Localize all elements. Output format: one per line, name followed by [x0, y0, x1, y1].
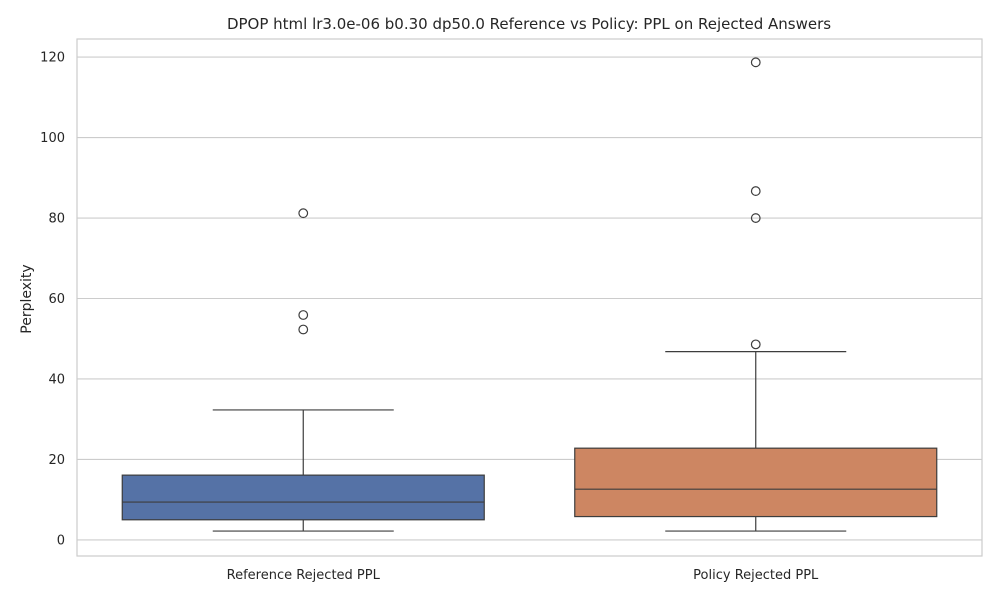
- iqr-box: [121, 474, 485, 521]
- grid-lines: [77, 56, 982, 541]
- outlier-point: [750, 186, 761, 196]
- tick-labels: 0 20 40 60 80 100 120 Reference Rejected PPL Pol…: [40, 51, 819, 583]
- x-tick-label: Reference Rejected PPL: [227, 568, 381, 583]
- plot-area-frame: [76, 38, 983, 557]
- x-tick-label: Policy Rejected PPL: [693, 568, 819, 583]
- iqr-box: [574, 447, 938, 518]
- y-tick-label: 100: [40, 131, 65, 146]
- chart-title: DPOP html lr3.0e-06 b0.30 dp50.0 Referen…: [227, 15, 831, 33]
- y-tick-label: 80: [48, 212, 65, 227]
- outlier-point: [750, 213, 761, 223]
- y-tick-label: 120: [40, 51, 65, 66]
- outlier-point: [750, 57, 761, 68]
- y-tick-label: 40: [48, 372, 65, 387]
- outlier-point: [298, 208, 309, 219]
- outlier-point: [298, 324, 309, 335]
- y-tick-label: 60: [48, 292, 65, 307]
- outlier-point: [298, 310, 309, 320]
- box-group: [121, 208, 485, 532]
- box-group: [574, 57, 938, 532]
- box-layer: [121, 57, 938, 532]
- y-tick-label: 0: [57, 533, 65, 548]
- outlier-point: [750, 339, 761, 350]
- y-tick-label: 20: [48, 453, 65, 468]
- y-axis-label: Perplexity: [19, 264, 35, 333]
